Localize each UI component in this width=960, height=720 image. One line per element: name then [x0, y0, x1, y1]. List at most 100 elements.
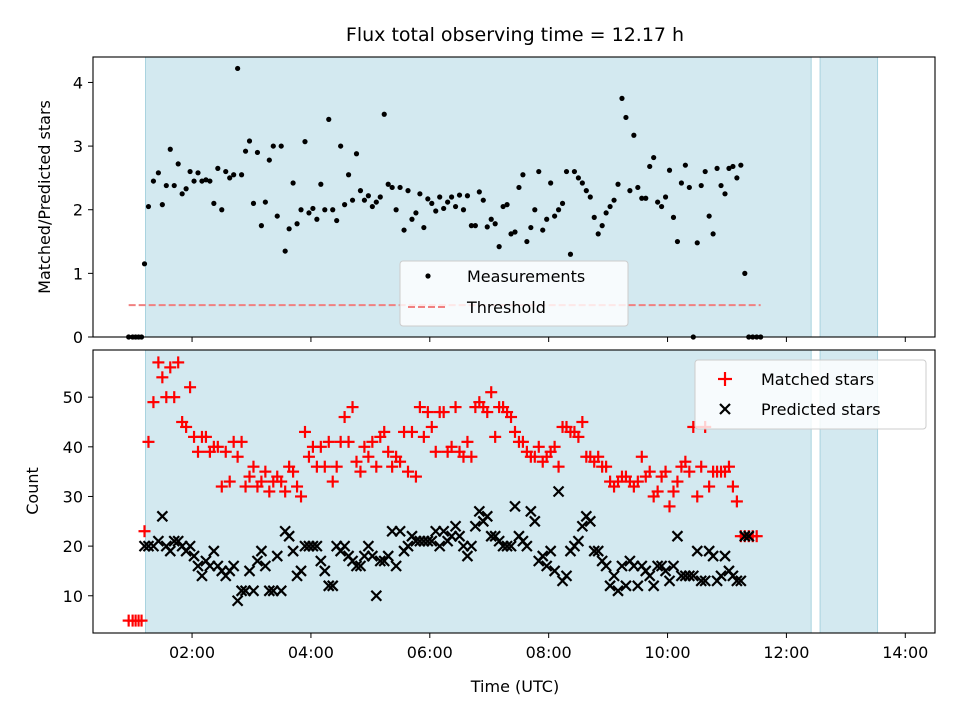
- ratio-y-axis-label: Matched/Predicted stars: [35, 100, 54, 294]
- measurement-point: [306, 210, 312, 216]
- predicted-star-point: [394, 525, 406, 537]
- measurement-point: [278, 143, 284, 149]
- measurement-point: [445, 199, 451, 205]
- measurement-point: [254, 149, 261, 156]
- matched-star-point: [429, 445, 442, 458]
- measurement-point: [318, 181, 324, 187]
- ratio-y-tick-label: 3: [73, 137, 83, 156]
- predicted-star-point: [742, 530, 755, 542]
- count-y-tick-label: 20: [63, 537, 83, 556]
- predicted-star-point: [465, 540, 478, 552]
- predicted-star-point: [560, 570, 573, 582]
- matched-star-point: [239, 480, 252, 493]
- matched-star-point: [358, 440, 371, 453]
- predicted-star-point: [481, 510, 494, 523]
- measurement-point: [397, 184, 403, 191]
- predicted-star-point: [138, 540, 151, 552]
- predicted-star-point: [326, 580, 339, 592]
- matched-star-point: [667, 485, 680, 498]
- measurement-point: [345, 172, 352, 178]
- predicted-star-point: [315, 555, 327, 567]
- measurement-point: [674, 238, 681, 245]
- predicted-star-point: [402, 540, 414, 552]
- measurement-point: [575, 175, 581, 181]
- matched-star-point: [461, 435, 474, 448]
- measurement-point: [377, 194, 383, 200]
- matched-star-point: [342, 435, 355, 448]
- measurement-point: [191, 178, 197, 184]
- measurement-point: [456, 192, 463, 198]
- matched-star-point: [481, 406, 494, 419]
- measurement-point: [552, 213, 558, 219]
- measurement-point: [330, 207, 336, 213]
- x-tick-label: 14:00: [882, 643, 928, 662]
- matched-star-point: [152, 356, 165, 369]
- measurement-point: [734, 175, 740, 181]
- x-tick-label: 08:00: [526, 643, 572, 662]
- measurement-point: [338, 143, 344, 149]
- measurement-point: [385, 181, 391, 187]
- matched-star-point: [378, 425, 391, 438]
- predicted-star-point: [659, 565, 672, 577]
- predicted-star-point: [620, 580, 632, 592]
- predicted-star-point: [295, 565, 307, 577]
- measurement-point: [583, 188, 589, 194]
- matched-star-point: [730, 495, 743, 508]
- matched-star-point: [255, 475, 268, 488]
- predicted-star-point: [251, 555, 264, 567]
- predicted-star-point: [525, 505, 537, 518]
- predicted-star-point: [469, 520, 482, 533]
- predicted-star-point: [473, 505, 486, 518]
- predicted-star-point: [354, 560, 367, 572]
- matched-star-point: [338, 411, 351, 424]
- measurement-point: [286, 226, 292, 232]
- measurement-point: [326, 116, 332, 122]
- matched-legend-label: Matched stars: [761, 370, 874, 389]
- measurement-point: [464, 193, 471, 199]
- measurement-point: [587, 194, 593, 200]
- matched-star-point: [409, 470, 422, 483]
- predicted-star-point: [600, 560, 612, 572]
- x-tick-label: 06:00: [407, 643, 453, 662]
- measurement-point: [361, 197, 368, 203]
- matched-star-point: [631, 475, 644, 488]
- predicted-star-point: [184, 540, 196, 552]
- measurement-point: [639, 195, 645, 201]
- measurement-point: [270, 143, 276, 149]
- predicted-star-point: [255, 545, 268, 557]
- matched-star-point: [659, 465, 672, 478]
- measurement-point: [322, 207, 328, 213]
- matched-star-point: [184, 381, 197, 394]
- ratio-panel-frame: [92, 56, 936, 338]
- measurement-point: [571, 168, 578, 175]
- predicted-star-point: [307, 540, 319, 552]
- measurement-point: [302, 139, 308, 145]
- predicted-star-point: [243, 565, 256, 577]
- measurement-point: [413, 210, 419, 216]
- measurement-point: [666, 167, 673, 173]
- measurement-point: [647, 163, 653, 170]
- predicted-star-point: [671, 530, 684, 542]
- measurement-point: [246, 138, 253, 144]
- matched-star-point: [279, 485, 292, 498]
- matched-star-point: [516, 435, 529, 448]
- predicted-star-point: [612, 585, 624, 597]
- measurement-point: [141, 261, 148, 267]
- ratio-legend: Measurements Threshold: [399, 260, 629, 327]
- predicted-star-point: [350, 560, 363, 572]
- measurement-point: [282, 248, 288, 254]
- measurement-point: [262, 199, 268, 205]
- measurement-point: [409, 216, 415, 222]
- measurement-point: [381, 111, 387, 117]
- x-tick-label: 12:00: [763, 643, 809, 662]
- measurement-point: [579, 180, 585, 186]
- matched-star-point: [600, 460, 613, 473]
- matched-star-point: [243, 470, 256, 483]
- matched-star-point: [635, 450, 648, 463]
- matched-star-point: [548, 440, 561, 453]
- matched-star-point: [138, 525, 151, 538]
- predicted-star-point: [529, 515, 541, 528]
- measurement-point: [714, 165, 720, 171]
- predicted-star-point: [509, 500, 521, 513]
- matched-star-point: [592, 450, 605, 463]
